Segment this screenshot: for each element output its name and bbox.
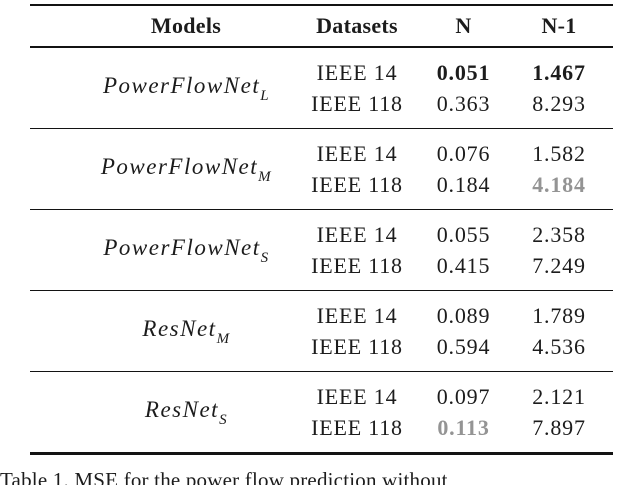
- dataset-cell: IEEE 14: [316, 221, 398, 247]
- model-label: PowerFlowNetL: [30, 72, 302, 105]
- n-1-value: 4.536: [532, 333, 586, 359]
- model-name: PowerFlowNet: [103, 234, 261, 260]
- n-value: 0.097: [436, 383, 491, 409]
- dataset-cell: IEEE 118: [311, 90, 403, 116]
- dataset-cell: IEEE 118: [311, 171, 403, 197]
- model-label: ResNetS: [30, 396, 302, 429]
- table-header-row: Models Datasets N N-1: [30, 6, 613, 48]
- dataset-cell: IEEE 14: [316, 383, 398, 409]
- table-group-resnet-m: ResNetM IEEE 14 0.089 1.789 IEEE 118 0.5…: [30, 291, 613, 372]
- group-rows: IEEE 14 0.076 1.582 IEEE 118 0.184 4.184: [302, 138, 613, 200]
- results-table: Models Datasets N N-1 PowerFlowNetL IEEE…: [30, 4, 613, 455]
- model-name: PowerFlowNet: [100, 153, 259, 179]
- dataset-cell: IEEE 14: [316, 302, 398, 328]
- header-n: N: [455, 13, 472, 38]
- n-value: 0.184: [436, 171, 491, 197]
- table-row: IEEE 118 0.363 8.293: [302, 88, 613, 119]
- model-size-subscript: S: [260, 250, 269, 267]
- n-value: 0.089: [436, 302, 491, 328]
- n-value: 0.415: [436, 252, 491, 278]
- model-label: ResNetM: [30, 315, 302, 348]
- table-row: IEEE 14 0.055 2.358: [302, 219, 613, 250]
- n-value: 0.055: [436, 221, 491, 247]
- model-name: ResNet: [144, 396, 220, 422]
- n-value: 0.363: [436, 90, 491, 116]
- table-row: IEEE 14 0.097 2.121: [302, 381, 613, 412]
- n-1-value: 7.897: [532, 414, 586, 440]
- n-1-value: 1.467: [532, 59, 586, 85]
- dataset-cell: IEEE 118: [311, 252, 403, 278]
- n-1-value: 2.121: [532, 383, 586, 409]
- header-datasets: Datasets: [316, 13, 398, 38]
- caption-label: Table 1.: [0, 468, 69, 485]
- dataset-cell: IEEE 118: [311, 414, 403, 440]
- table-row: IEEE 14 0.051 1.467: [302, 57, 613, 88]
- table-row: IEEE 118 0.184 4.184: [302, 169, 613, 200]
- table-group-resnet-s: ResNetS IEEE 14 0.097 2.121 IEEE 118 0.1…: [30, 372, 613, 452]
- model-label: PowerFlowNetS: [30, 234, 302, 267]
- table-caption: Table 1. MSE for the power flow predicti…: [0, 468, 640, 485]
- header-models: Models: [150, 13, 222, 38]
- n-value: 0.594: [436, 333, 491, 359]
- model-size-subscript: S: [219, 412, 228, 429]
- dataset-cell: IEEE 14: [316, 59, 398, 85]
- n-1-value: 7.249: [532, 252, 586, 278]
- table-group-powerflownet-s: PowerFlowNetS IEEE 14 0.055 2.358 IEEE 1…: [30, 210, 613, 291]
- table-group-powerflownet-l: PowerFlowNetL IEEE 14 0.051 1.467 IEEE 1…: [30, 48, 613, 129]
- model-size-subscript: M: [216, 331, 230, 348]
- model-label: PowerFlowNetM: [30, 153, 302, 186]
- model-size-subscript: L: [260, 88, 270, 105]
- model-name: ResNet: [142, 315, 217, 341]
- caption-text: MSE for the power flow prediction withou…: [74, 468, 448, 485]
- group-rows: IEEE 14 0.055 2.358 IEEE 118 0.415 7.249: [302, 219, 613, 281]
- dataset-cell: IEEE 14: [316, 140, 398, 166]
- model-size-subscript: M: [258, 169, 272, 186]
- n-1-value: 8.293: [532, 90, 586, 116]
- table-row: IEEE 118 0.594 4.536: [302, 331, 613, 362]
- model-name: PowerFlowNet: [102, 72, 261, 98]
- n-1-value: 1.789: [532, 302, 586, 328]
- table-group-powerflownet-m: PowerFlowNetM IEEE 14 0.076 1.582 IEEE 1…: [30, 129, 613, 210]
- n-value: 0.113: [437, 414, 490, 440]
- group-rows: IEEE 14 0.097 2.121 IEEE 118 0.113 7.897: [302, 381, 613, 443]
- group-rows: IEEE 14 0.089 1.789 IEEE 118 0.594 4.536: [302, 300, 613, 362]
- table-row: IEEE 14 0.089 1.789: [302, 300, 613, 331]
- n-1-value: 1.582: [532, 140, 586, 166]
- table-row: IEEE 118 0.113 7.897: [302, 412, 613, 443]
- n-value: 0.076: [436, 140, 491, 166]
- header-n-1: N-1: [541, 13, 577, 38]
- group-rows: IEEE 14 0.051 1.467 IEEE 118 0.363 8.293: [302, 57, 613, 119]
- table-row: IEEE 14 0.076 1.582: [302, 138, 613, 169]
- dataset-cell: IEEE 118: [311, 333, 403, 359]
- n-1-value: 2.358: [532, 221, 586, 247]
- n-value: 0.051: [436, 59, 491, 85]
- table-row: IEEE 118 0.415 7.249: [302, 250, 613, 281]
- n-1-value: 4.184: [532, 171, 586, 197]
